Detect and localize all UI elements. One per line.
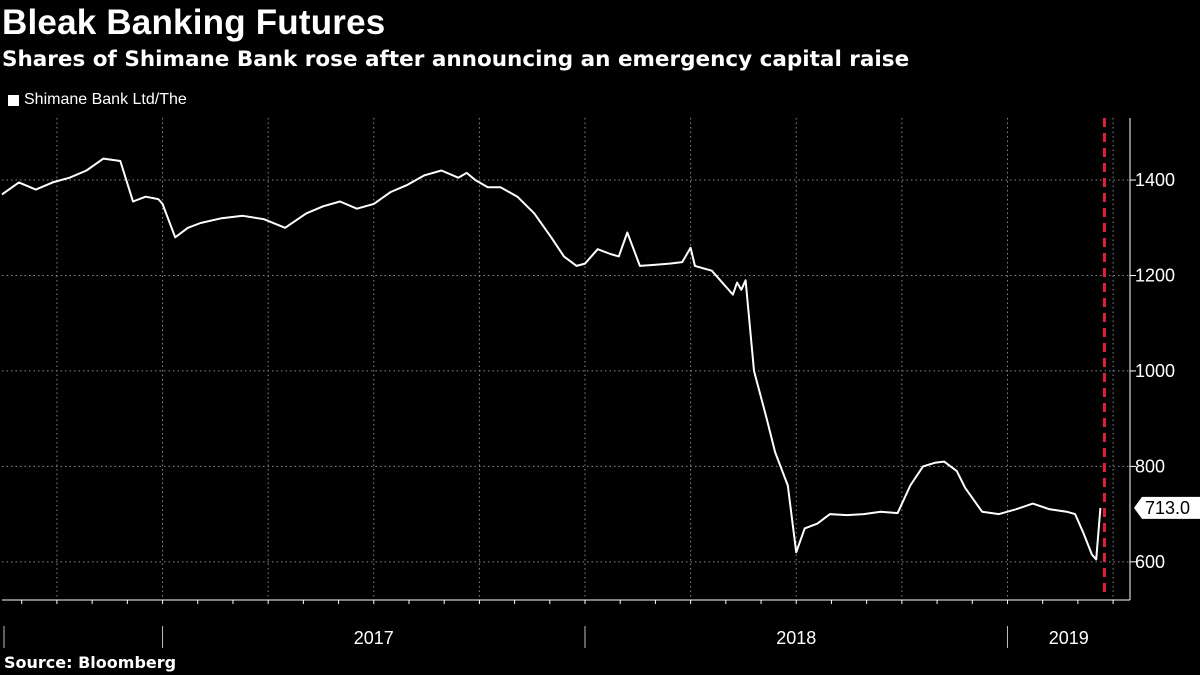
y-tick-label-800: 800 bbox=[1135, 456, 1165, 476]
y-tick-label-1000: 1000 bbox=[1135, 361, 1175, 381]
y-tick-label-1200: 1200 bbox=[1135, 265, 1175, 285]
x-tick-label-2018: 2018 bbox=[776, 628, 816, 648]
legend-swatch bbox=[8, 94, 19, 106]
last-value-box bbox=[1134, 496, 1200, 519]
source-note: Source: Bloomberg bbox=[4, 653, 177, 672]
series-line-shimane-bank bbox=[1, 157, 1102, 561]
axis-layer bbox=[2, 118, 1136, 648]
x-tick-label-2017: 2017 bbox=[354, 628, 394, 648]
x-tick-label-2019: 2019 bbox=[1049, 628, 1089, 648]
chart-title: Bleak Banking Futures bbox=[2, 3, 386, 42]
label-layer: 600 800 1000 1200 1400 2017 2018 2019 713.0 bbox=[354, 170, 1200, 648]
y-tick-label-600: 600 bbox=[1135, 552, 1165, 572]
y-tick-label-1400: 1400 bbox=[1135, 170, 1175, 190]
series-layer bbox=[1, 157, 1102, 561]
grid-layer bbox=[2, 118, 1130, 600]
legend: Shimane Bank Ltd/The bbox=[8, 91, 187, 109]
legend-label: Shimane Bank Ltd/The bbox=[24, 91, 187, 108]
last-value-label: 713.0 bbox=[1145, 498, 1190, 518]
chart-subtitle: Shares of Shimane Bank rose after announ… bbox=[2, 47, 910, 72]
